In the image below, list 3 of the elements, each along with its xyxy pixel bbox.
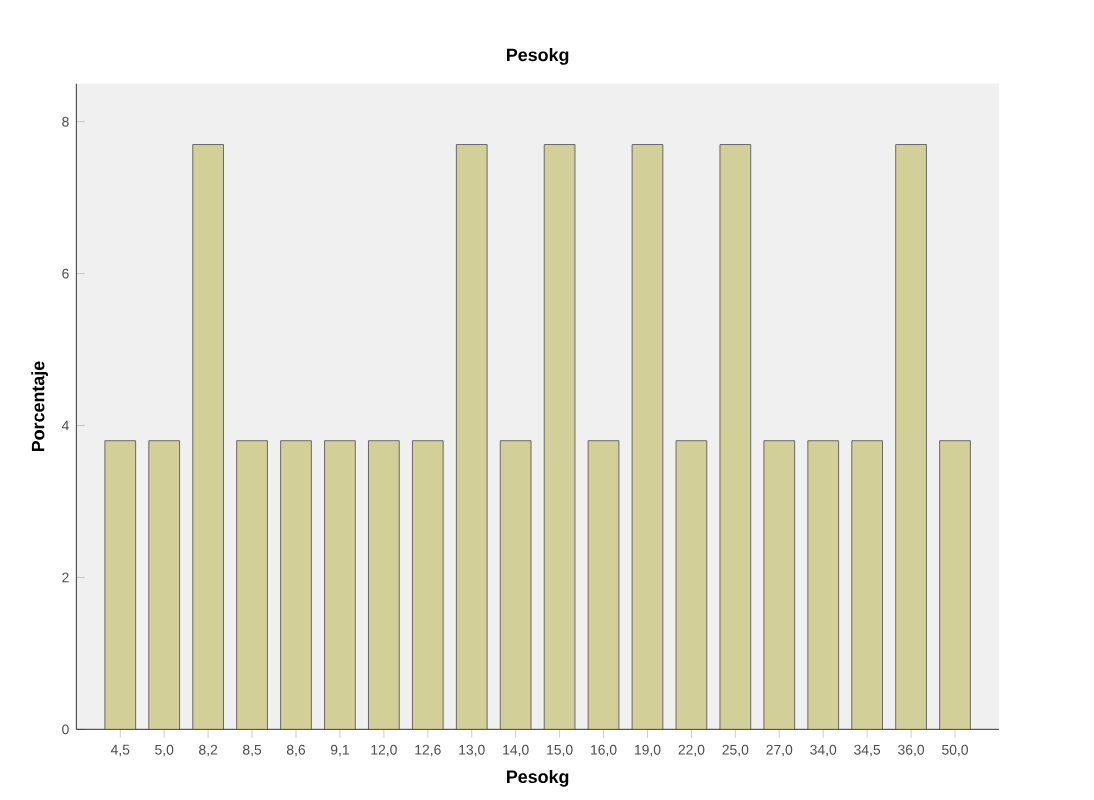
x-axis-title: Pesokg <box>507 769 569 787</box>
chart-title: Pesokg <box>507 48 569 65</box>
y-axis-title: Porcentaje <box>31 361 48 452</box>
